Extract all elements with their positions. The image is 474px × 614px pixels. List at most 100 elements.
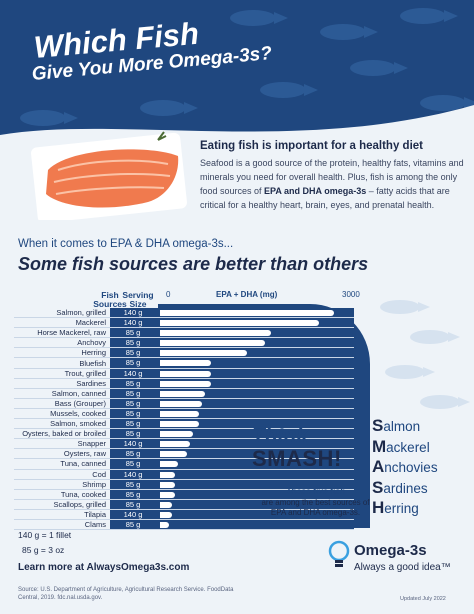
smash-item: Anchovies — [372, 457, 438, 478]
bar — [160, 320, 319, 327]
fish-name-label: Cod — [92, 469, 106, 479]
chart-axis: 0 EPA + DHA (mg) 3000 — [164, 290, 444, 304]
chart-row: Salmon, canned 85 g — [14, 388, 354, 399]
chart-row: Trout, grilled 140 g — [14, 368, 354, 379]
intro-text: Seafood is a good source of the protein,… — [200, 158, 464, 196]
learn-more-link[interactable]: Learn more at AlwaysOmega3s.com — [18, 562, 190, 573]
bar-track — [156, 429, 354, 439]
fish-name-label: Shrimp — [82, 479, 106, 489]
serving-size-label: 140 g — [110, 509, 156, 519]
chart-row: Sardines 85 g — [14, 378, 354, 389]
bar-track — [156, 398, 354, 408]
logo-tagline: Always a good idea™ — [354, 562, 451, 573]
chart-row: Clams 85 g — [14, 519, 354, 531]
smash-list: Salmon Mackerel Anchovies Sardines Herri… — [372, 416, 438, 519]
bar — [160, 481, 175, 488]
fish-silhouette-icon — [140, 100, 198, 116]
fish-silhouette-icon — [260, 82, 318, 98]
bar-track — [156, 408, 354, 419]
serving-size-label: 85 g — [110, 328, 156, 338]
serving-size-label: 85 g — [110, 408, 156, 419]
smash-initial: M — [372, 436, 387, 456]
smash-label: SMASH! — [252, 446, 342, 471]
fish-name-label: Tilapia — [84, 509, 106, 519]
intro-body: Seafood is a good source of the protein,… — [200, 156, 465, 212]
bar-track — [156, 519, 354, 530]
bar-chart: Salmon, grilled 140 g Mackerel 140 g Horse M… — [14, 308, 354, 531]
axis-tick: 0 — [166, 290, 171, 299]
fish-name-label: Salmon, smoked — [50, 419, 106, 429]
bar-track — [156, 449, 354, 459]
fish-name-label: Sardines — [76, 378, 106, 388]
bar-track — [156, 358, 354, 368]
smash-rest: almon — [383, 419, 421, 434]
bar — [160, 511, 172, 518]
serving-size-label: 85 g — [110, 338, 156, 348]
chart-row: Scallops, grilled 85 g — [14, 499, 354, 510]
bar-track — [156, 378, 354, 388]
fish-name-label: Snapper — [77, 439, 106, 449]
serving-size-label: 140 g — [110, 368, 156, 378]
salmon-fillet-image — [31, 131, 187, 220]
fish-name-label: Tuna, canned — [60, 459, 106, 469]
fish-silhouette-icon — [350, 60, 408, 76]
fish-name-label: Bluefish — [79, 358, 106, 368]
fish-name-label: Bass (Grouper) — [54, 398, 106, 408]
bar — [160, 421, 199, 428]
chart-row: Tuna, cooked 85 g — [14, 489, 354, 500]
serving-size-label: 85 g — [110, 479, 156, 489]
fish-silhouette-icon — [410, 330, 460, 344]
fish-silhouette-icon — [400, 8, 458, 24]
chart-row: Cod 140 g — [14, 469, 354, 480]
fish-name-label: Salmon, canned — [51, 388, 106, 398]
serving-size-label: 85 g — [110, 429, 156, 439]
bar — [160, 501, 172, 508]
serving-size-label: 85 g — [110, 358, 156, 368]
bar-track — [156, 368, 354, 378]
smash-initial: S — [372, 416, 384, 435]
fish-silhouette-icon — [20, 110, 78, 126]
chart-row: Herring 85 g — [14, 348, 354, 359]
fish-name-label: Mackerel — [75, 318, 106, 328]
bar-track — [156, 338, 354, 348]
chart-row: Tuna, canned 85 g — [14, 459, 354, 470]
bar-track — [156, 308, 354, 318]
fish-name-label: Anchovy — [77, 338, 106, 348]
smash-initial: A — [372, 457, 385, 476]
fish-name-label: Oysters, baked or broiled — [22, 429, 106, 439]
bar — [160, 410, 199, 417]
chart-row: Bass (Grouper) 85 g — [14, 398, 354, 409]
serving-size-label: 85 g — [110, 348, 156, 358]
footnote-fillet: 140 g = 1 fillet — [18, 530, 72, 540]
intro-heading: Eating fish is important for a healthy d… — [200, 140, 423, 152]
bar — [160, 360, 211, 367]
updated-note: Updated July 2022 — [400, 596, 446, 602]
section-subtitle: When it comes to EPA & DHA omega-3s... — [18, 238, 234, 250]
fish-name-label: Mussels, cooked — [50, 408, 106, 418]
serving-size-label: 85 g — [110, 459, 156, 469]
smash-initial: S — [372, 477, 384, 497]
smash-rest: nchovies — [384, 460, 438, 475]
serving-size-label: 140 g — [110, 308, 156, 318]
five-fish-label: These five fish — [285, 486, 346, 496]
serving-size-label: 85 g — [110, 449, 156, 459]
intro-bold-text: EPA and DHA omega-3s — [264, 186, 367, 196]
bar — [160, 370, 211, 377]
chart-row: Snapper 140 g — [14, 439, 354, 450]
think-label: Think — [252, 424, 308, 447]
smash-rest: ardines — [383, 480, 428, 496]
logo-name: Omega-3s — [354, 542, 427, 559]
bar — [160, 461, 178, 468]
serving-size-label: 140 g — [110, 318, 156, 328]
wave-divider — [0, 105, 474, 140]
serving-size-label: 85 g — [110, 499, 156, 509]
smash-initial: H — [372, 498, 385, 517]
column-header-serving: Serving Size — [122, 290, 154, 309]
smash-item: Sardines — [372, 478, 438, 499]
bar — [160, 521, 169, 528]
bar — [160, 471, 175, 478]
bar — [160, 431, 193, 438]
axis-tick: 3000 — [342, 290, 360, 299]
bar — [160, 310, 334, 316]
bar-track — [156, 419, 354, 429]
